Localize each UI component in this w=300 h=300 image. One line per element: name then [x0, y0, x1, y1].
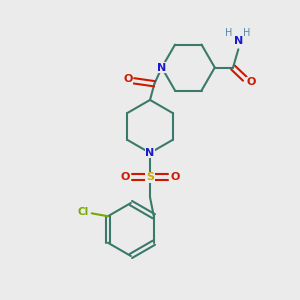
Text: Cl: Cl [78, 207, 89, 217]
Text: N: N [146, 148, 154, 158]
Text: H: H [244, 28, 251, 38]
Text: N: N [234, 36, 243, 46]
Text: O: O [247, 77, 256, 87]
Text: O: O [121, 172, 130, 182]
Text: O: O [170, 172, 179, 182]
Text: H: H [225, 28, 233, 38]
Text: O: O [123, 74, 133, 84]
Text: N: N [157, 63, 167, 73]
Text: S: S [146, 172, 154, 182]
